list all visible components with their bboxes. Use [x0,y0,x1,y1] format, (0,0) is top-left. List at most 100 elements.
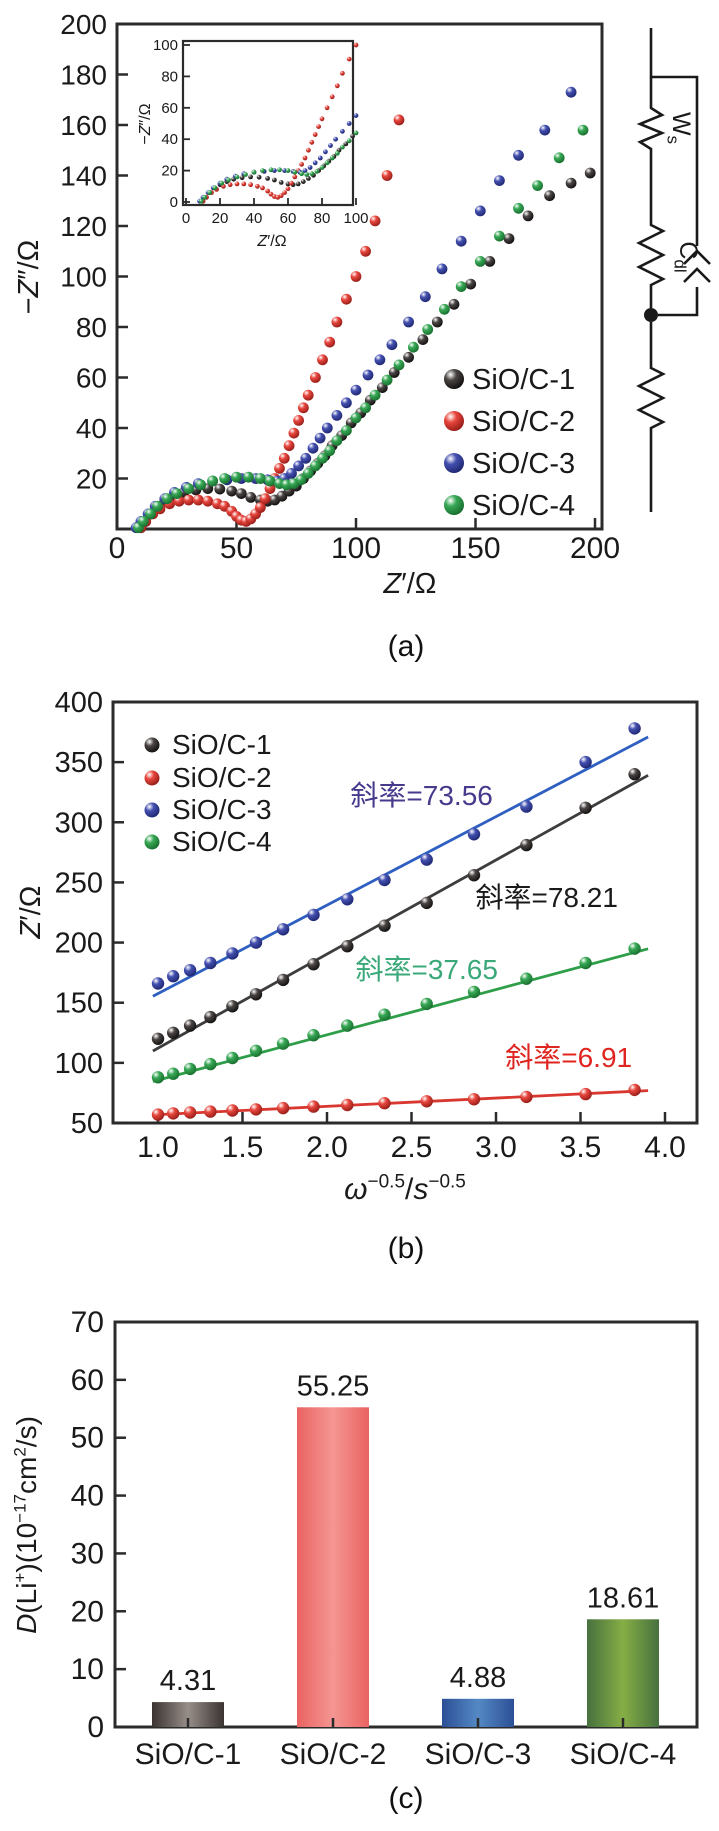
data-point [378,1097,391,1110]
inset-data-point [340,128,345,134]
inset-data-point [324,105,330,111]
data-point [341,293,352,305]
inset-data-point [309,139,315,145]
y-tick-label: 50 [71,1422,104,1455]
data-point [341,397,352,409]
inset-data-point [278,180,284,185]
series-SiO/C-4 [133,124,589,534]
legend-marker [144,770,160,786]
data-point [307,442,319,454]
bar-SiO/C-2 [297,1407,369,1727]
data-point [577,124,589,136]
data-point [307,958,320,971]
data-point [307,1029,320,1042]
y-tick-label: 0 [87,1711,104,1744]
data-point [474,205,486,217]
data-point [393,359,405,371]
inset-data-point [353,42,359,48]
y-tick-label: 70 [71,1306,104,1339]
inset-data-point [278,193,284,199]
value-label: 18.61 [587,1582,660,1614]
data-point [167,1026,180,1039]
inset-y-tick-label: 100 [153,37,178,54]
data-point [350,384,362,396]
caption-b: (b) [387,1232,425,1265]
inset-data-point [226,177,231,183]
inset-data-point [277,167,282,173]
inset-y-tick-label: 40 [161,131,178,148]
data-point [317,452,328,464]
data-point [431,316,443,328]
data-point [145,508,156,520]
plot-frame [113,1320,699,1729]
data-point [455,281,467,292]
data-point [579,755,592,769]
data-point [544,190,555,202]
data-point [331,410,343,421]
inset-data-point [329,155,335,161]
data-point [503,233,515,245]
inset-data-point [302,155,308,161]
x-tick-label: 2.5 [391,1131,433,1164]
data-point [467,828,481,841]
inset-data-point [309,171,315,177]
data-point [341,425,352,436]
data-point [302,468,314,479]
legend: SiO/C-1 SiO/C-2 SiO/C-3 SiO/C-4 [444,364,575,522]
inset-data-point [265,188,270,194]
data-point [171,488,183,499]
data-point [520,800,533,813]
series-SiO/C-1 [151,768,641,1045]
data-point [584,167,596,179]
data-point [249,1103,263,1116]
inset-x-tick-label: 80 [314,210,331,227]
series-resistor-icon [636,322,666,512]
data-point [467,985,481,999]
legend-label: SiO/C-1 [172,729,272,760]
inset-data-point [268,167,274,173]
inset-data-point [299,171,304,177]
x-tick-label: 0 [109,532,126,565]
data-point [341,893,354,906]
data-point [183,483,195,494]
data-point [369,215,381,227]
data-point [137,516,149,527]
x-tick-label: 1.0 [137,1131,179,1164]
panel-a-nyquist-plot: 0 50 100 150 20020406080100120140160180200Z′… [13,9,711,600]
data-point [259,493,271,505]
inset-data-point [260,168,265,174]
caption-c: (c) [388,1782,424,1815]
inset-x-tick-label: 0 [182,210,190,227]
data-point [204,1057,217,1071]
data-point [255,473,266,484]
inset-data-point [272,177,277,183]
y-tick-label: 250 [55,867,103,899]
data-point [494,175,505,187]
data-point [539,124,551,136]
data-point [274,463,285,474]
inset-data-point [304,172,310,177]
inset-data-point [292,174,298,180]
y-axis-label: Z′/Ω [15,886,47,940]
panel-c-diffusion-bar-chart: 0102030405060704.31SiO/C-155.25SiO/C-24.… [10,1306,699,1771]
data-point [565,86,577,98]
inset-data-point [302,168,308,174]
legend-label: SiO/C-2 [172,762,272,793]
inset-data-point [299,161,304,167]
y-tick-label: 60 [76,363,107,394]
data-point [276,973,290,987]
inset-data-point [292,169,298,175]
x-tick-label: 3.0 [475,1131,517,1164]
series-SiO/C-3 [151,722,641,990]
legend-marker [444,495,464,515]
warburg-and-resistor-icon [636,28,666,308]
data-point [378,873,391,887]
inset-data-point [312,132,318,137]
inset-data-point [295,181,301,187]
data-point [295,474,307,486]
plot-frame [111,700,699,1125]
data-point [436,263,448,275]
category-label: SiO/C-1 [135,1738,242,1771]
y-tick-label: 200 [55,928,103,960]
inset-data-point [319,116,325,122]
